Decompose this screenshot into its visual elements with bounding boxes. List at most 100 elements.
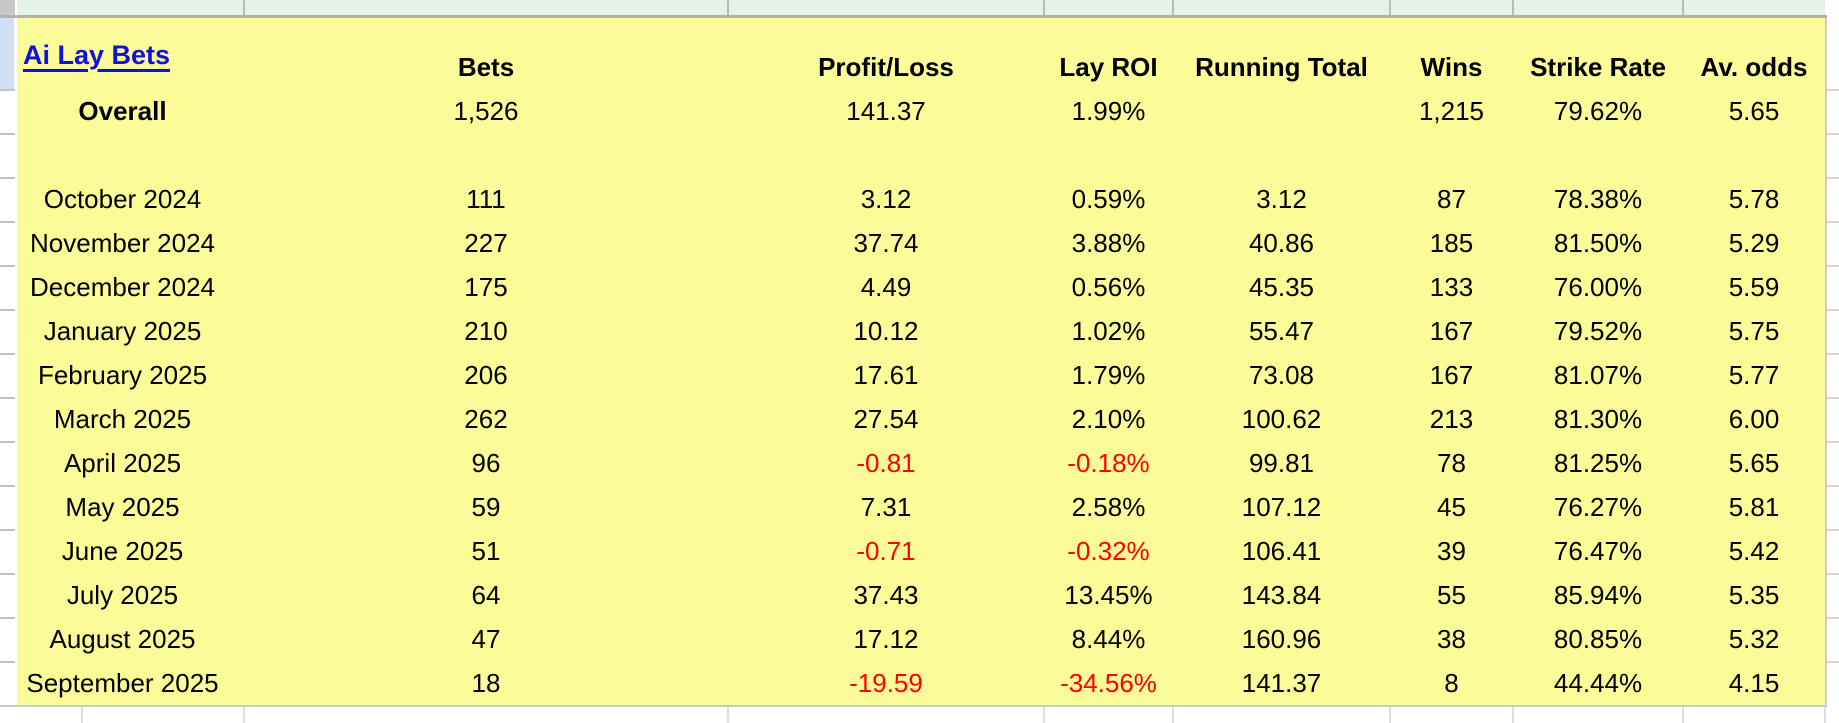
cell-profit_loss[interactable]: 37.74 [853, 228, 919, 258]
cell-running_total[interactable]: 55.47 [1248, 316, 1315, 346]
cell-profit_loss[interactable]: 141.37 [846, 96, 926, 126]
column-header-wins[interactable]: Wins [1420, 52, 1483, 82]
cell-profit_loss[interactable]: 37.43 [853, 580, 919, 610]
column-header-av_odds[interactable]: Av. odds [1700, 52, 1808, 82]
cell-bets[interactable]: 96 [471, 448, 501, 478]
cell-running_total[interactable]: 45.35 [1248, 272, 1315, 302]
cell-label[interactable]: January 2025 [43, 316, 202, 346]
cell-bets[interactable]: 227 [464, 228, 508, 258]
cell-profit_loss[interactable]: 4.49 [860, 272, 912, 302]
cell-bets[interactable] [244, 133, 728, 177]
cell-av_odds[interactable]: 5.78 [1728, 184, 1780, 214]
cell-running_total[interactable]: 73.08 [1248, 360, 1315, 390]
sheet-corner-cell[interactable] [0, 0, 15, 15]
cell-lay_roi[interactable]: -0.18% [1067, 448, 1150, 478]
cell-wins[interactable]: 1,215 [1418, 96, 1485, 126]
cell-lay_roi[interactable]: 2.58% [1071, 492, 1146, 522]
cell-av_odds[interactable]: 5.75 [1728, 316, 1780, 346]
cell-running_total[interactable]: 100.62 [1241, 404, 1322, 434]
cell-lay_roi[interactable]: -0.32% [1067, 536, 1150, 566]
cell-running_total[interactable]: 143.84 [1241, 580, 1322, 610]
cell-av_odds[interactable]: 5.35 [1728, 580, 1780, 610]
cell-label[interactable]: July 2025 [66, 580, 179, 610]
cell-strike_rate[interactable]: 79.52% [1553, 316, 1643, 346]
cell-label[interactable]: April 2025 [63, 448, 182, 478]
cell-label[interactable]: October 2024 [43, 184, 202, 214]
column-header-lay_roi[interactable]: Lay ROI [1059, 52, 1158, 82]
cell-lay_roi[interactable]: 8.44% [1071, 624, 1146, 654]
cell-strike_rate[interactable]: 44.44% [1553, 668, 1643, 698]
cell-profit_loss[interactable]: 7.31 [860, 492, 912, 522]
cell-running_total[interactable]: 99.81 [1248, 448, 1315, 478]
cell-bets[interactable]: 206 [464, 360, 508, 390]
cell-label[interactable]: November 2024 [30, 228, 215, 258]
cell-profit_loss[interactable]: 17.61 [853, 360, 919, 390]
cell-av_odds[interactable]: 4.15 [1728, 668, 1780, 698]
cell-strike_rate[interactable]: 78.38% [1553, 184, 1643, 214]
column-header-profit_loss[interactable]: Profit/Loss [818, 52, 954, 82]
cell-running_total[interactable]: 107.12 [1241, 492, 1322, 522]
cell-running_total[interactable] [1173, 133, 1390, 177]
cell-wins[interactable]: 167 [1429, 360, 1474, 390]
cell-label[interactable]: December 2024 [30, 272, 215, 302]
cell-strike_rate[interactable]: 76.47% [1553, 536, 1643, 566]
cell-strike_rate[interactable]: 81.30% [1553, 404, 1643, 434]
cell-bets[interactable]: 18 [471, 668, 501, 698]
column-header-strike_rate[interactable]: Strike Rate [1530, 52, 1666, 82]
cell-profit_loss[interactable]: -0.81 [856, 448, 916, 478]
cell-bets[interactable]: 262 [464, 404, 508, 434]
cell-lay_roi[interactable]: 3.88% [1071, 228, 1146, 258]
cell-label[interactable]: Overall [78, 96, 167, 126]
cell-profit_loss[interactable]: -19.59 [849, 668, 923, 698]
cell-strike_rate[interactable]: 81.50% [1553, 228, 1643, 258]
cell-av_odds[interactable]: 5.65 [1728, 96, 1780, 126]
cell-bets[interactable]: 47 [471, 624, 501, 654]
cell-profit_loss[interactable]: -0.71 [856, 536, 916, 566]
row-header-selected[interactable] [0, 18, 14, 89]
cell-running_total[interactable]: 40.86 [1248, 228, 1315, 258]
column-right-of-table[interactable] [1827, 17, 1839, 723]
column-header-bets[interactable]: Bets [457, 52, 515, 82]
cell-av_odds[interactable]: 5.42 [1728, 536, 1780, 566]
cell-lay_roi[interactable]: 0.56% [1071, 272, 1146, 302]
cell-av_odds[interactable]: 5.29 [1728, 228, 1780, 258]
cell-wins[interactable]: 8 [1444, 668, 1459, 698]
cell-wins[interactable]: 133 [1429, 272, 1474, 302]
row-above-table[interactable] [17, 0, 1825, 15]
cell-label[interactable]: June 2025 [61, 536, 184, 566]
cell-lay_roi[interactable]: 0.59% [1071, 184, 1146, 214]
cell-bets[interactable]: 111 [466, 184, 506, 214]
cell-profit_loss[interactable]: 27.54 [853, 404, 919, 434]
cell-av_odds[interactable] [1683, 133, 1825, 177]
cell-profit_loss[interactable] [728, 133, 1044, 177]
cell-wins[interactable]: 55 [1437, 580, 1466, 610]
cell-bets[interactable]: 210 [464, 316, 508, 346]
cell-running_total[interactable]: 3.12 [1256, 184, 1307, 214]
column-header-running_total[interactable]: Running Total [1195, 52, 1368, 82]
cell-lay_roi[interactable]: 1.79% [1071, 360, 1146, 390]
cell-av_odds[interactable]: 5.59 [1728, 272, 1780, 302]
cell-wins[interactable]: 78 [1437, 448, 1466, 478]
cell-wins[interactable]: 39 [1437, 536, 1466, 566]
cell-label[interactable]: February 2025 [37, 360, 208, 390]
cell-running_total[interactable]: 141.37 [1241, 668, 1322, 698]
cell-strike_rate[interactable]: 76.00% [1553, 272, 1643, 302]
cell-wins[interactable]: 87 [1437, 184, 1466, 214]
cell-profit_loss[interactable]: 17.12 [853, 624, 919, 654]
cell-label[interactable]: May 2025 [65, 492, 180, 522]
cell-bets[interactable]: 64 [471, 580, 501, 610]
cell-profit_loss[interactable]: 3.12 [860, 184, 912, 214]
cell-label[interactable]: August 2025 [49, 624, 196, 654]
cell-bets[interactable]: 175 [464, 272, 508, 302]
cell-strike_rate[interactable]: 85.94% [1553, 580, 1643, 610]
cell-strike_rate[interactable] [1513, 133, 1683, 177]
cell-av_odds[interactable]: 5.81 [1728, 492, 1780, 522]
cell-bets[interactable]: 1,526 [453, 96, 519, 126]
cell-running_total[interactable]: 106.41 [1241, 536, 1322, 566]
cell-profit_loss[interactable]: 10.12 [853, 316, 919, 346]
cell-strike_rate[interactable]: 79.62% [1553, 96, 1643, 126]
cell-lay_roi[interactable]: 1.02% [1071, 316, 1146, 346]
cell-bets[interactable]: 51 [471, 536, 501, 566]
cell-av_odds[interactable]: 6.00 [1728, 404, 1780, 434]
cell-av_odds[interactable]: 5.32 [1728, 624, 1780, 654]
